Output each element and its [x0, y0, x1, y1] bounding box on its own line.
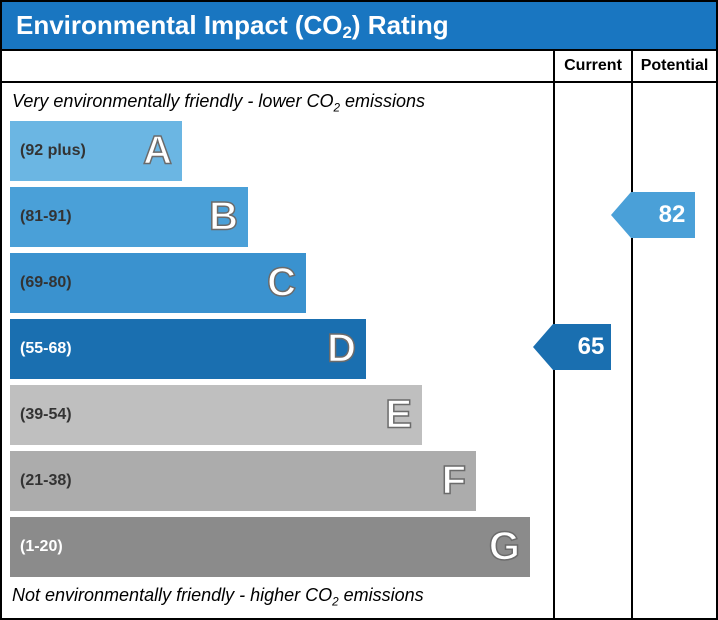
- chart-header-blank: [2, 51, 553, 83]
- band-bar-g: (1-20) G: [10, 517, 530, 577]
- band-bar-d: (55-68) D: [10, 319, 366, 379]
- band-row-a: (92 plus) A: [10, 121, 553, 181]
- band-bar-e: (39-54) E: [10, 385, 422, 445]
- band-letter-g: G: [489, 524, 520, 569]
- band-row-d: (55-68) D: [10, 319, 553, 379]
- band-letter-b: B: [209, 194, 238, 239]
- column-header-potential: Potential: [631, 51, 716, 83]
- band-range-d: (55-68): [10, 340, 72, 358]
- rating-arrow-current: 65: [553, 324, 611, 370]
- band-bar-c: (69-80) C: [10, 253, 306, 313]
- note-top: Very environmentally friendly - lower CO…: [2, 89, 553, 121]
- band-row-f: (21-38) F: [10, 451, 553, 511]
- band-row-b: (81-91) B: [10, 187, 553, 247]
- rating-arrow-potential: 82: [631, 192, 695, 238]
- chart-title: Environmental Impact (CO2) Rating: [0, 0, 718, 49]
- arrow-head-icon: [611, 192, 631, 238]
- title-text-suffix: ) Rating: [352, 10, 449, 41]
- band-bar-a: (92 plus) A: [10, 121, 182, 181]
- band-letter-d: D: [327, 326, 356, 371]
- title-text-prefix: Environmental Impact (CO: [16, 10, 343, 41]
- band-letter-c: C: [267, 260, 296, 305]
- band-row-e: (39-54) E: [10, 385, 553, 445]
- band-row-g: (1-20) G: [10, 517, 553, 577]
- band-row-c: (69-80) C: [10, 253, 553, 313]
- band-range-c: (69-80): [10, 274, 72, 292]
- rating-grid: Current Potential Very environmentally f…: [0, 49, 718, 620]
- potential-column: 82: [631, 83, 716, 618]
- band-bar-f: (21-38) F: [10, 451, 476, 511]
- band-bar-b: (81-91) B: [10, 187, 248, 247]
- title-sub: 2: [343, 23, 352, 43]
- band-range-f: (21-38): [10, 472, 72, 490]
- band-range-g: (1-20): [10, 538, 63, 556]
- band-range-e: (39-54): [10, 406, 72, 424]
- column-header-current: Current: [553, 51, 631, 83]
- current-column: 65: [553, 83, 631, 618]
- band-letter-e: E: [385, 392, 412, 437]
- note-bottom: Not environmentally friendly - higher CO…: [2, 583, 553, 615]
- band-letter-f: F: [442, 458, 466, 503]
- band-range-a: (92 plus): [10, 142, 86, 160]
- band-letter-a: A: [143, 128, 172, 173]
- bands-chart: Very environmentally friendly - lower CO…: [2, 83, 553, 618]
- band-range-b: (81-91): [10, 208, 72, 226]
- arrow-head-icon: [533, 324, 553, 370]
